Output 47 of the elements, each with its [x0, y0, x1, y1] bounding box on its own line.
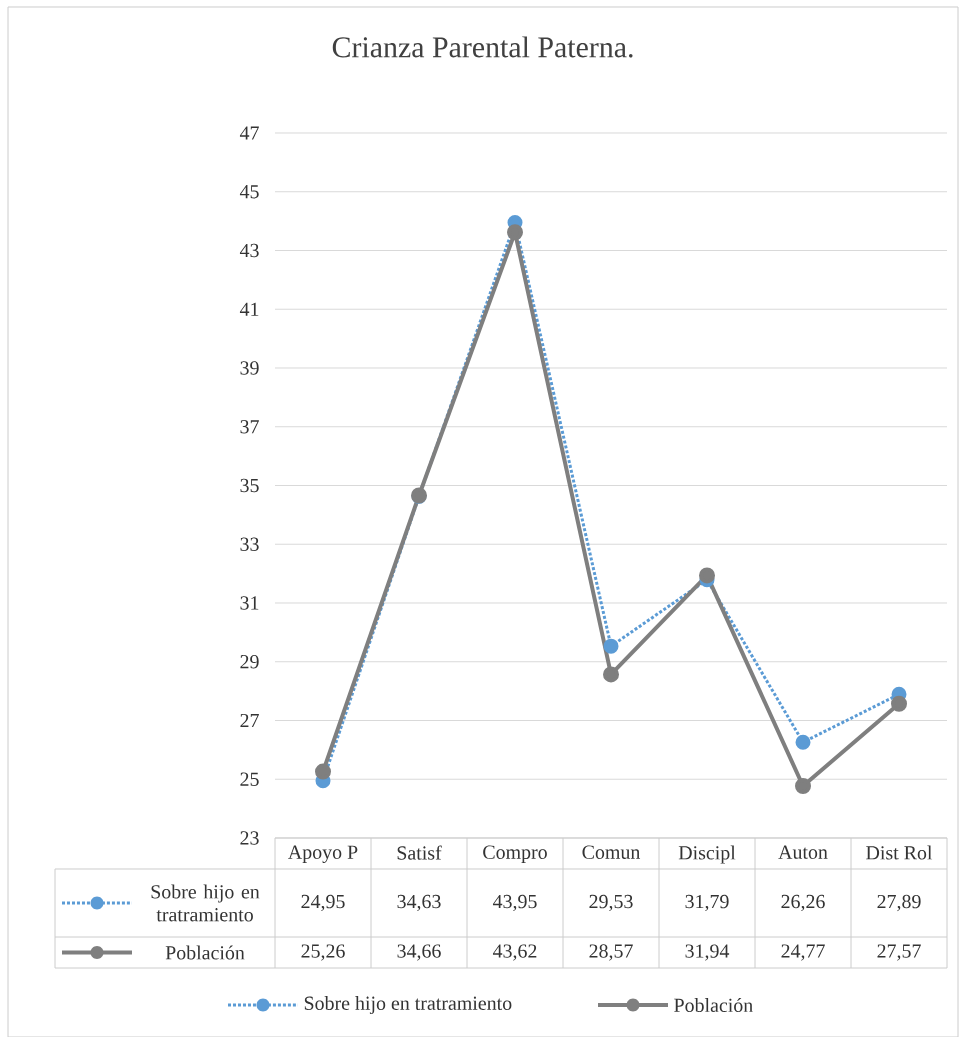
legend-label: Población	[165, 945, 245, 960]
x-tick-label: Dist Rol	[866, 845, 933, 860]
data-label: 24,77	[781, 944, 825, 961]
y-tick-label: 33	[240, 537, 259, 551]
y-tick-label: 39	[240, 361, 259, 375]
y-tick-label: 35	[240, 478, 259, 493]
y-tick-label: 27	[240, 713, 259, 728]
data-label: 43,62	[492, 944, 537, 961]
point	[891, 695, 908, 712]
data-label: 27,57	[877, 944, 921, 961]
y-tick-label: 25	[240, 772, 259, 786]
x-tick-label: Compro	[483, 845, 547, 863]
text: Población	[674, 997, 753, 1013]
data-label: 34,63	[397, 894, 441, 912]
data-label: 43,95	[492, 894, 537, 912]
data-label: 34,66	[397, 944, 441, 961]
y-tick-label: 47	[239, 126, 259, 140]
point	[795, 734, 811, 750]
point	[603, 638, 619, 654]
x-tick-label: Satisf	[397, 845, 442, 860]
data-label: 31,94	[685, 944, 730, 961]
point	[315, 763, 331, 780]
y-tick-label: 37	[240, 420, 259, 434]
y-tick-label: 41	[239, 302, 259, 316]
data-label: 27,89	[877, 894, 921, 912]
data-label: 29,53	[589, 894, 633, 912]
data-label: 26,26	[781, 894, 825, 912]
data-label: 28,57	[589, 944, 633, 961]
point	[603, 666, 619, 683]
x-tick-label: Apoyo P	[288, 845, 358, 863]
legend-label: Sobre hijo en tratramiento	[151, 884, 260, 922]
x-tick-label: Comun	[582, 845, 641, 859]
data-label: 24,95	[301, 894, 345, 912]
x-tick-label: Auton	[778, 845, 828, 859]
y-tick-label: 23	[240, 831, 259, 845]
y-tick-label: 43	[239, 243, 259, 258]
chart-title: Crianza Parental Paterna.	[332, 36, 633, 58]
text: Sobre hijo en tratramiento	[304, 995, 512, 1015]
y-tick-label: 29	[240, 655, 259, 669]
y-tick-label: 31	[240, 596, 259, 610]
point	[795, 778, 811, 794]
data-label: 25,26	[301, 944, 345, 961]
y-tick-label: 45	[239, 185, 259, 199]
data-label: 31,79	[685, 894, 729, 912]
point	[699, 567, 715, 584]
point	[507, 224, 523, 241]
x-tick-label: Discipl	[678, 845, 736, 864]
